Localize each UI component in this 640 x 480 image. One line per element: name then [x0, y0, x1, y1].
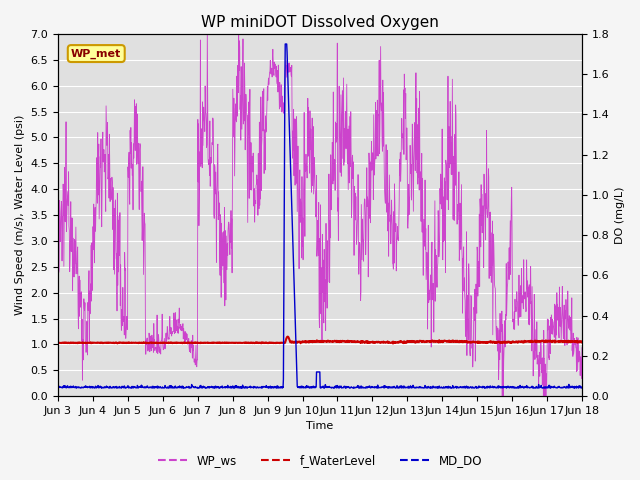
Y-axis label: DO (mg/L): DO (mg/L) [615, 186, 625, 244]
Text: WP_met: WP_met [71, 48, 122, 59]
X-axis label: Time: Time [307, 421, 333, 432]
Title: WP miniDOT Dissolved Oxygen: WP miniDOT Dissolved Oxygen [201, 15, 439, 30]
Legend: WP_ws, f_WaterLevel, MD_DO: WP_ws, f_WaterLevel, MD_DO [153, 449, 487, 472]
Y-axis label: Wind Speed (m/s), Water Level (psi): Wind Speed (m/s), Water Level (psi) [15, 115, 25, 315]
